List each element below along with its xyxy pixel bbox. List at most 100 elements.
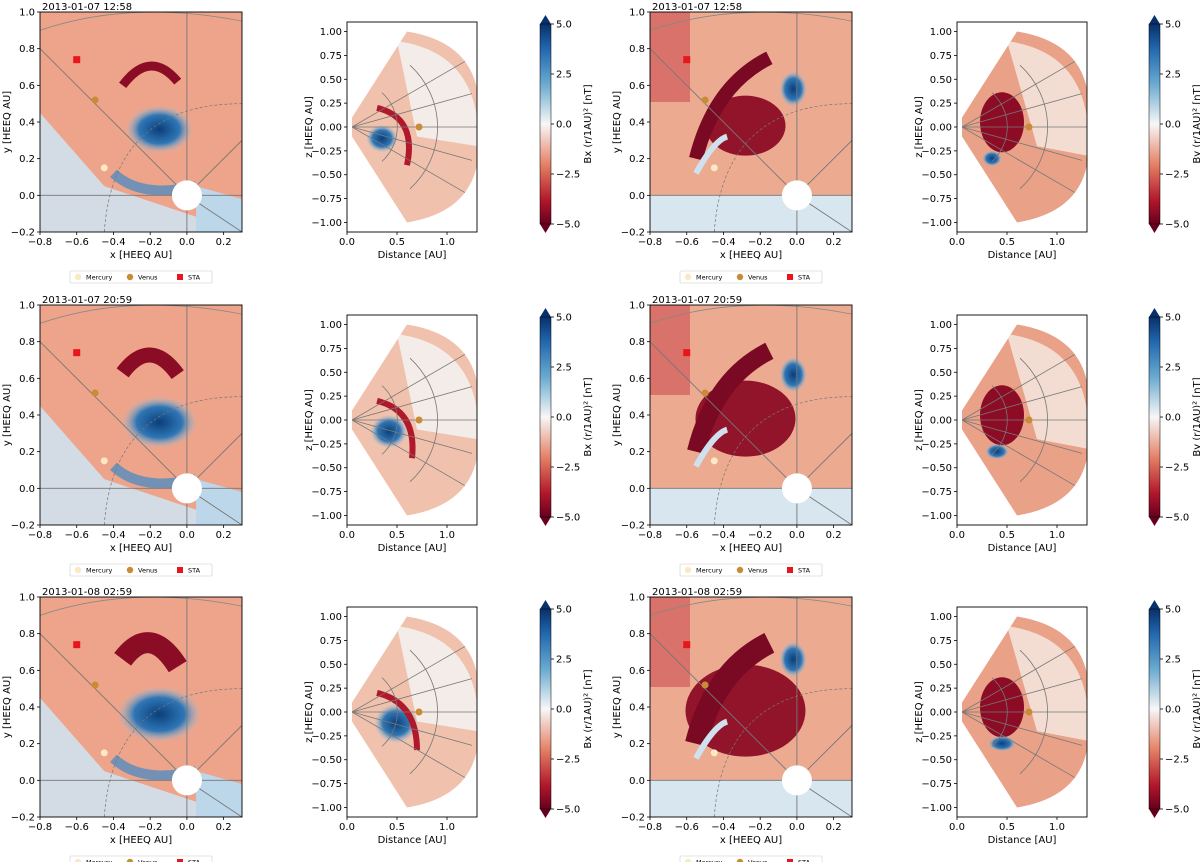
- latitude-line: [962, 126, 1078, 195]
- x-axis-label: Distance [AU]: [988, 250, 1057, 261]
- y-tick-label: 0.6: [19, 374, 35, 385]
- y-tick-label: 0.00: [320, 708, 342, 719]
- y-tick-label: −1.00: [311, 803, 342, 814]
- latitude-line: [962, 644, 1078, 713]
- x-tick-label: −0.2: [138, 530, 162, 541]
- red-sheath-arc: [687, 342, 774, 454]
- y-axis-label: z [HEEQ AU]: [304, 389, 315, 451]
- x-tick-label: 0.2: [826, 822, 842, 833]
- x-tick-label: 0.0: [179, 237, 195, 248]
- colorbar-min-arrow: [1149, 224, 1160, 233]
- y-tick-label: −0.2: [11, 228, 35, 239]
- distance-circle-outer: [40, 305, 242, 324]
- panel-timestamp: 2013-01-07 20:59: [652, 295, 742, 306]
- x-axis-label: Distance [AU]: [988, 835, 1057, 846]
- venus-marker: [701, 681, 709, 689]
- colorbar-gradient: [539, 316, 552, 518]
- y-tick-label: 0.6: [19, 666, 35, 677]
- y-tick-label: −0.75: [921, 779, 952, 790]
- y-tick-label: 0.75: [930, 51, 952, 62]
- meridional-panel-bx-row1: 0.0 0.5 1.0 −1.00 −0.75 −0.50 −0.25 0.00 0.25 0.5…: [304, 314, 478, 554]
- blue-spot: [988, 735, 1016, 752]
- y-axis-label: z [HEEQ AU]: [304, 96, 315, 158]
- latitude-line: [352, 93, 473, 128]
- y-tick-label: 0.4: [19, 118, 35, 129]
- y-tick-label: 0.00: [320, 416, 342, 427]
- blue-cloud-core: [366, 124, 398, 153]
- y-tick-label: 0.8: [629, 629, 645, 640]
- legend-label: Venus: [748, 274, 768, 282]
- y-axis-label: z [HEEQ AU]: [304, 681, 315, 743]
- legend-label: Venus: [138, 859, 158, 862]
- x-axis-label: x [HEEQ AU]: [720, 835, 782, 846]
- colorbar-tick-label: −2.5: [556, 463, 580, 474]
- colorbar-max-arrow: [540, 15, 551, 24]
- y-tick-label: 0.50: [320, 75, 342, 86]
- grid-line-diagonal: [40, 633, 188, 781]
- equatorial-panel-by-row0: −0.8 −0.6 −0.4 −0.2 0.0 0.2 −0.2 0.0 0.2 0.4 0.6 0.…: [612, 2, 853, 284]
- field-map: [40, 305, 242, 525]
- x-tick-label: −0.2: [138, 822, 162, 833]
- latitude-line: [962, 711, 1083, 746]
- y-tick-label: 0.25: [930, 392, 952, 403]
- colorbar-tick-label: −5.0: [556, 805, 580, 816]
- y-tick-label: 1.0: [19, 8, 35, 19]
- y-tick-label: −0.25: [921, 146, 952, 157]
- y-tick-label: 0.50: [930, 660, 952, 671]
- y-tick-label: 0.6: [19, 81, 35, 92]
- x-tick-label: 0.0: [789, 237, 805, 248]
- y-tick-label: 0.6: [629, 666, 645, 677]
- x-tick-label: 0.2: [216, 530, 232, 541]
- y-tick-label: −0.25: [311, 439, 342, 450]
- colorbar-tick-label: 5.0: [556, 20, 572, 31]
- x-tick-label: −0.8: [638, 237, 662, 248]
- red-cloud-core: [705, 95, 786, 156]
- x-axis-label: x [HEEQ AU]: [110, 835, 172, 846]
- pale-region: [397, 626, 477, 732]
- meridional-panel-bx-row2: 0.0 0.5 1.0 −1.00 −0.75 −0.50 −0.25 0.00 0.25 0.5…: [304, 606, 478, 846]
- latitude-line: [962, 386, 1083, 421]
- latitude-line: [962, 711, 1078, 780]
- y-tick-label: 0.50: [320, 368, 342, 379]
- x-tick-label: −0.6: [65, 530, 89, 541]
- equatorial-panel-bx-row0: −0.8 −0.6 −0.4 −0.2 0.0 0.2 −0.2 0.0 0.2 0.4 0.6 0.…: [2, 2, 243, 284]
- legend-box: [679, 855, 823, 862]
- meridional-panel-by-row1: 0.0 0.5 1.0 −1.00 −0.75 −0.50 −0.25 0.00 0.25 0.5…: [914, 314, 1088, 554]
- venus-orbit: [103, 688, 242, 817]
- x-tick-label: 0.0: [339, 822, 355, 833]
- legend-label: Venus: [138, 274, 158, 282]
- x-axis-label: Distance [AU]: [988, 543, 1057, 554]
- x-tick-label: 0.0: [179, 822, 195, 833]
- latitude-line: [352, 419, 468, 488]
- latitude-line: [962, 419, 1078, 488]
- y-tick-label: 0.8: [629, 44, 645, 55]
- colorbar-max-arrow: [1149, 308, 1160, 317]
- x-tick-label: 0.5: [389, 237, 405, 248]
- x-tick-label: −0.2: [138, 237, 162, 248]
- legend-label: Venus: [138, 567, 158, 575]
- red-sheath-arc: [689, 51, 773, 161]
- y-tick-label: 0.0: [19, 776, 35, 787]
- y-tick-label: −0.50: [921, 755, 952, 766]
- y-tick-label: −0.50: [311, 170, 342, 181]
- x-axis-label: x [HEEQ AU]: [110, 543, 172, 554]
- pale-filament: [693, 133, 729, 175]
- field-map: [650, 305, 852, 525]
- y-axis-label: y [HEEQ AU]: [2, 91, 13, 153]
- colorbar-tick-label: 2.5: [556, 70, 572, 81]
- venus-marker: [415, 123, 423, 131]
- pale-region: [397, 334, 477, 440]
- y-tick-label: −0.2: [621, 228, 645, 239]
- x-tick-label: −0.4: [711, 237, 735, 248]
- legend-sta-swatch: [177, 859, 183, 862]
- y-tick-label: 0.25: [320, 99, 342, 110]
- x-tick-label: 0.0: [949, 530, 965, 541]
- colorbar-gradient: [1148, 316, 1161, 518]
- latitude-line: [352, 419, 473, 454]
- y-tick-label: 0.50: [930, 368, 952, 379]
- distance-circle-outer: [650, 12, 852, 31]
- distance-circle-outer: [40, 12, 242, 31]
- x-tick-label: 0.2: [216, 822, 232, 833]
- legend-sta-swatch: [177, 567, 183, 573]
- colorbar-tick-label: −2.5: [556, 170, 580, 181]
